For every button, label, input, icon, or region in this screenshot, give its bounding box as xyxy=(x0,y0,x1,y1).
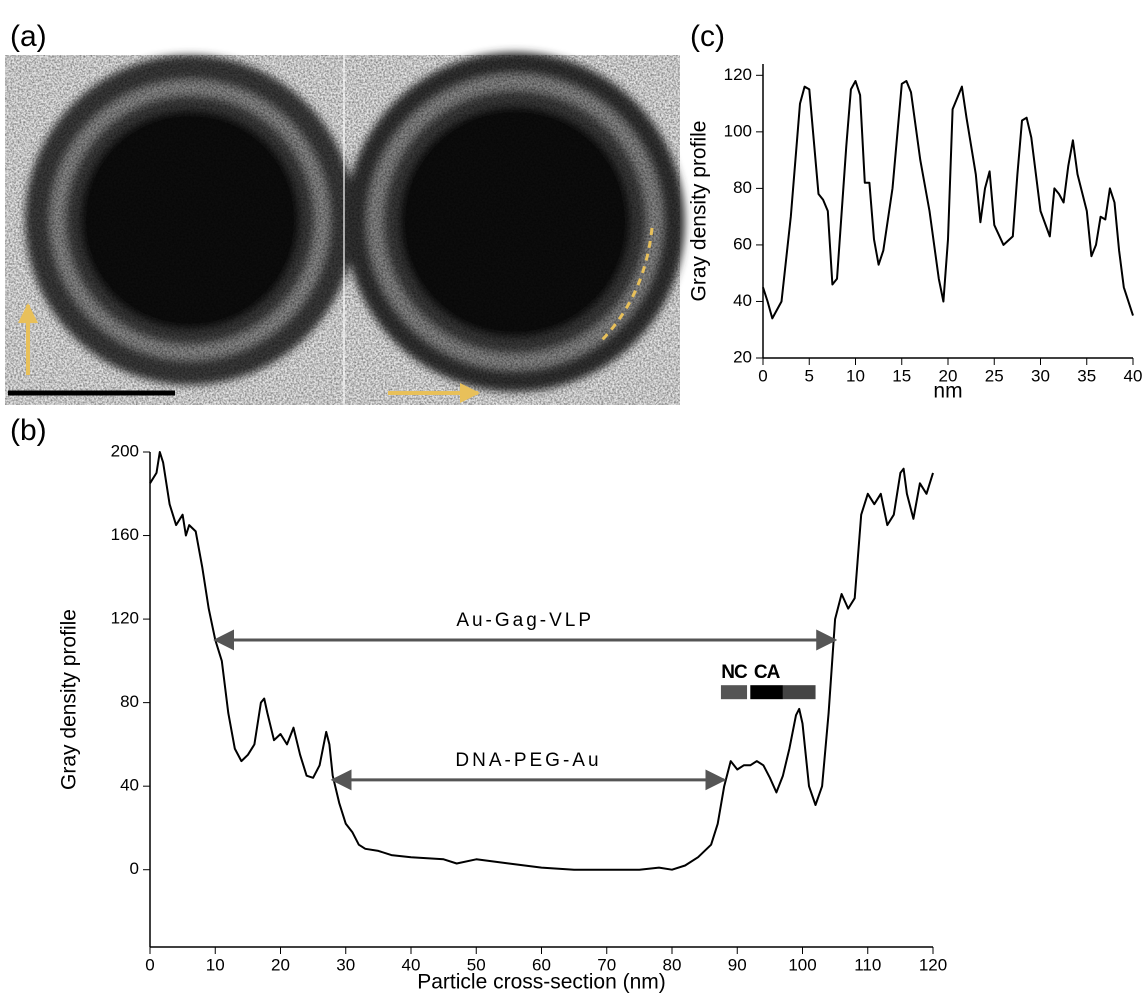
x-tick-label: 100 xyxy=(788,955,816,974)
x-tick-label: 20 xyxy=(271,955,290,974)
annotation: DNA-PEG-Au xyxy=(455,750,601,771)
y-axis-label: Gray density profile xyxy=(688,121,711,302)
x-axis-label: nm xyxy=(933,380,962,403)
segment-bar xyxy=(750,685,783,700)
x-tick-label: 5 xyxy=(805,366,814,385)
x-tick-label: 30 xyxy=(1031,366,1050,385)
x-tick-label: 10 xyxy=(206,955,225,974)
segment-label: NC xyxy=(721,662,748,683)
x-tick-label: 20 xyxy=(939,366,958,385)
y-tick-label: 40 xyxy=(120,776,139,795)
micrograph xyxy=(5,52,685,405)
y-tick-label: 120 xyxy=(724,65,752,84)
x-tick-label: 90 xyxy=(728,955,747,974)
x-tick-label: 50 xyxy=(467,955,486,974)
panel-label: (b) xyxy=(10,414,47,447)
y-tick-label: 40 xyxy=(733,291,752,310)
y-tick-label: 0 xyxy=(130,859,139,878)
y-tick-label: 200 xyxy=(111,441,139,460)
x-tick-label: 15 xyxy=(892,366,911,385)
panel-label: (a) xyxy=(10,20,47,53)
segment-bar xyxy=(720,685,748,700)
y-tick-label: 20 xyxy=(733,347,752,366)
x-tick-label: 0 xyxy=(758,366,767,385)
x-tick-label: 60 xyxy=(532,955,551,974)
x-tick-label: 30 xyxy=(336,955,355,974)
x-tick-label: 120 xyxy=(919,955,947,974)
x-tick-label: 70 xyxy=(597,955,616,974)
x-tick-label: 10 xyxy=(846,366,865,385)
x-tick-label: 80 xyxy=(663,955,682,974)
x-tick-label: 25 xyxy=(985,366,1004,385)
x-tick-label: 110 xyxy=(854,955,881,974)
y-tick-label: 80 xyxy=(120,692,139,711)
data-line xyxy=(762,80,1134,320)
y-tick-label: 120 xyxy=(111,609,139,628)
x-tick-label: 35 xyxy=(1077,366,1096,385)
x-tick-label: 0 xyxy=(145,955,154,974)
annotation: Au-Gag-VLP xyxy=(456,610,594,631)
y-tick-label: 80 xyxy=(733,178,752,197)
y-axis-label: Gray density profile xyxy=(58,609,81,790)
data-line xyxy=(149,451,934,871)
segment-bar xyxy=(782,685,816,700)
y-tick-label: 60 xyxy=(733,234,752,253)
y-tick-label: 160 xyxy=(111,525,139,544)
y-tick-label: 100 xyxy=(724,121,752,140)
x-tick-label: 40 xyxy=(402,955,421,974)
segment-label: CA xyxy=(754,662,781,683)
x-tick-label: 40 xyxy=(1124,366,1143,385)
panel-label: (c) xyxy=(690,20,725,53)
x-axis-label: Particle cross-section (nm) xyxy=(417,971,666,994)
